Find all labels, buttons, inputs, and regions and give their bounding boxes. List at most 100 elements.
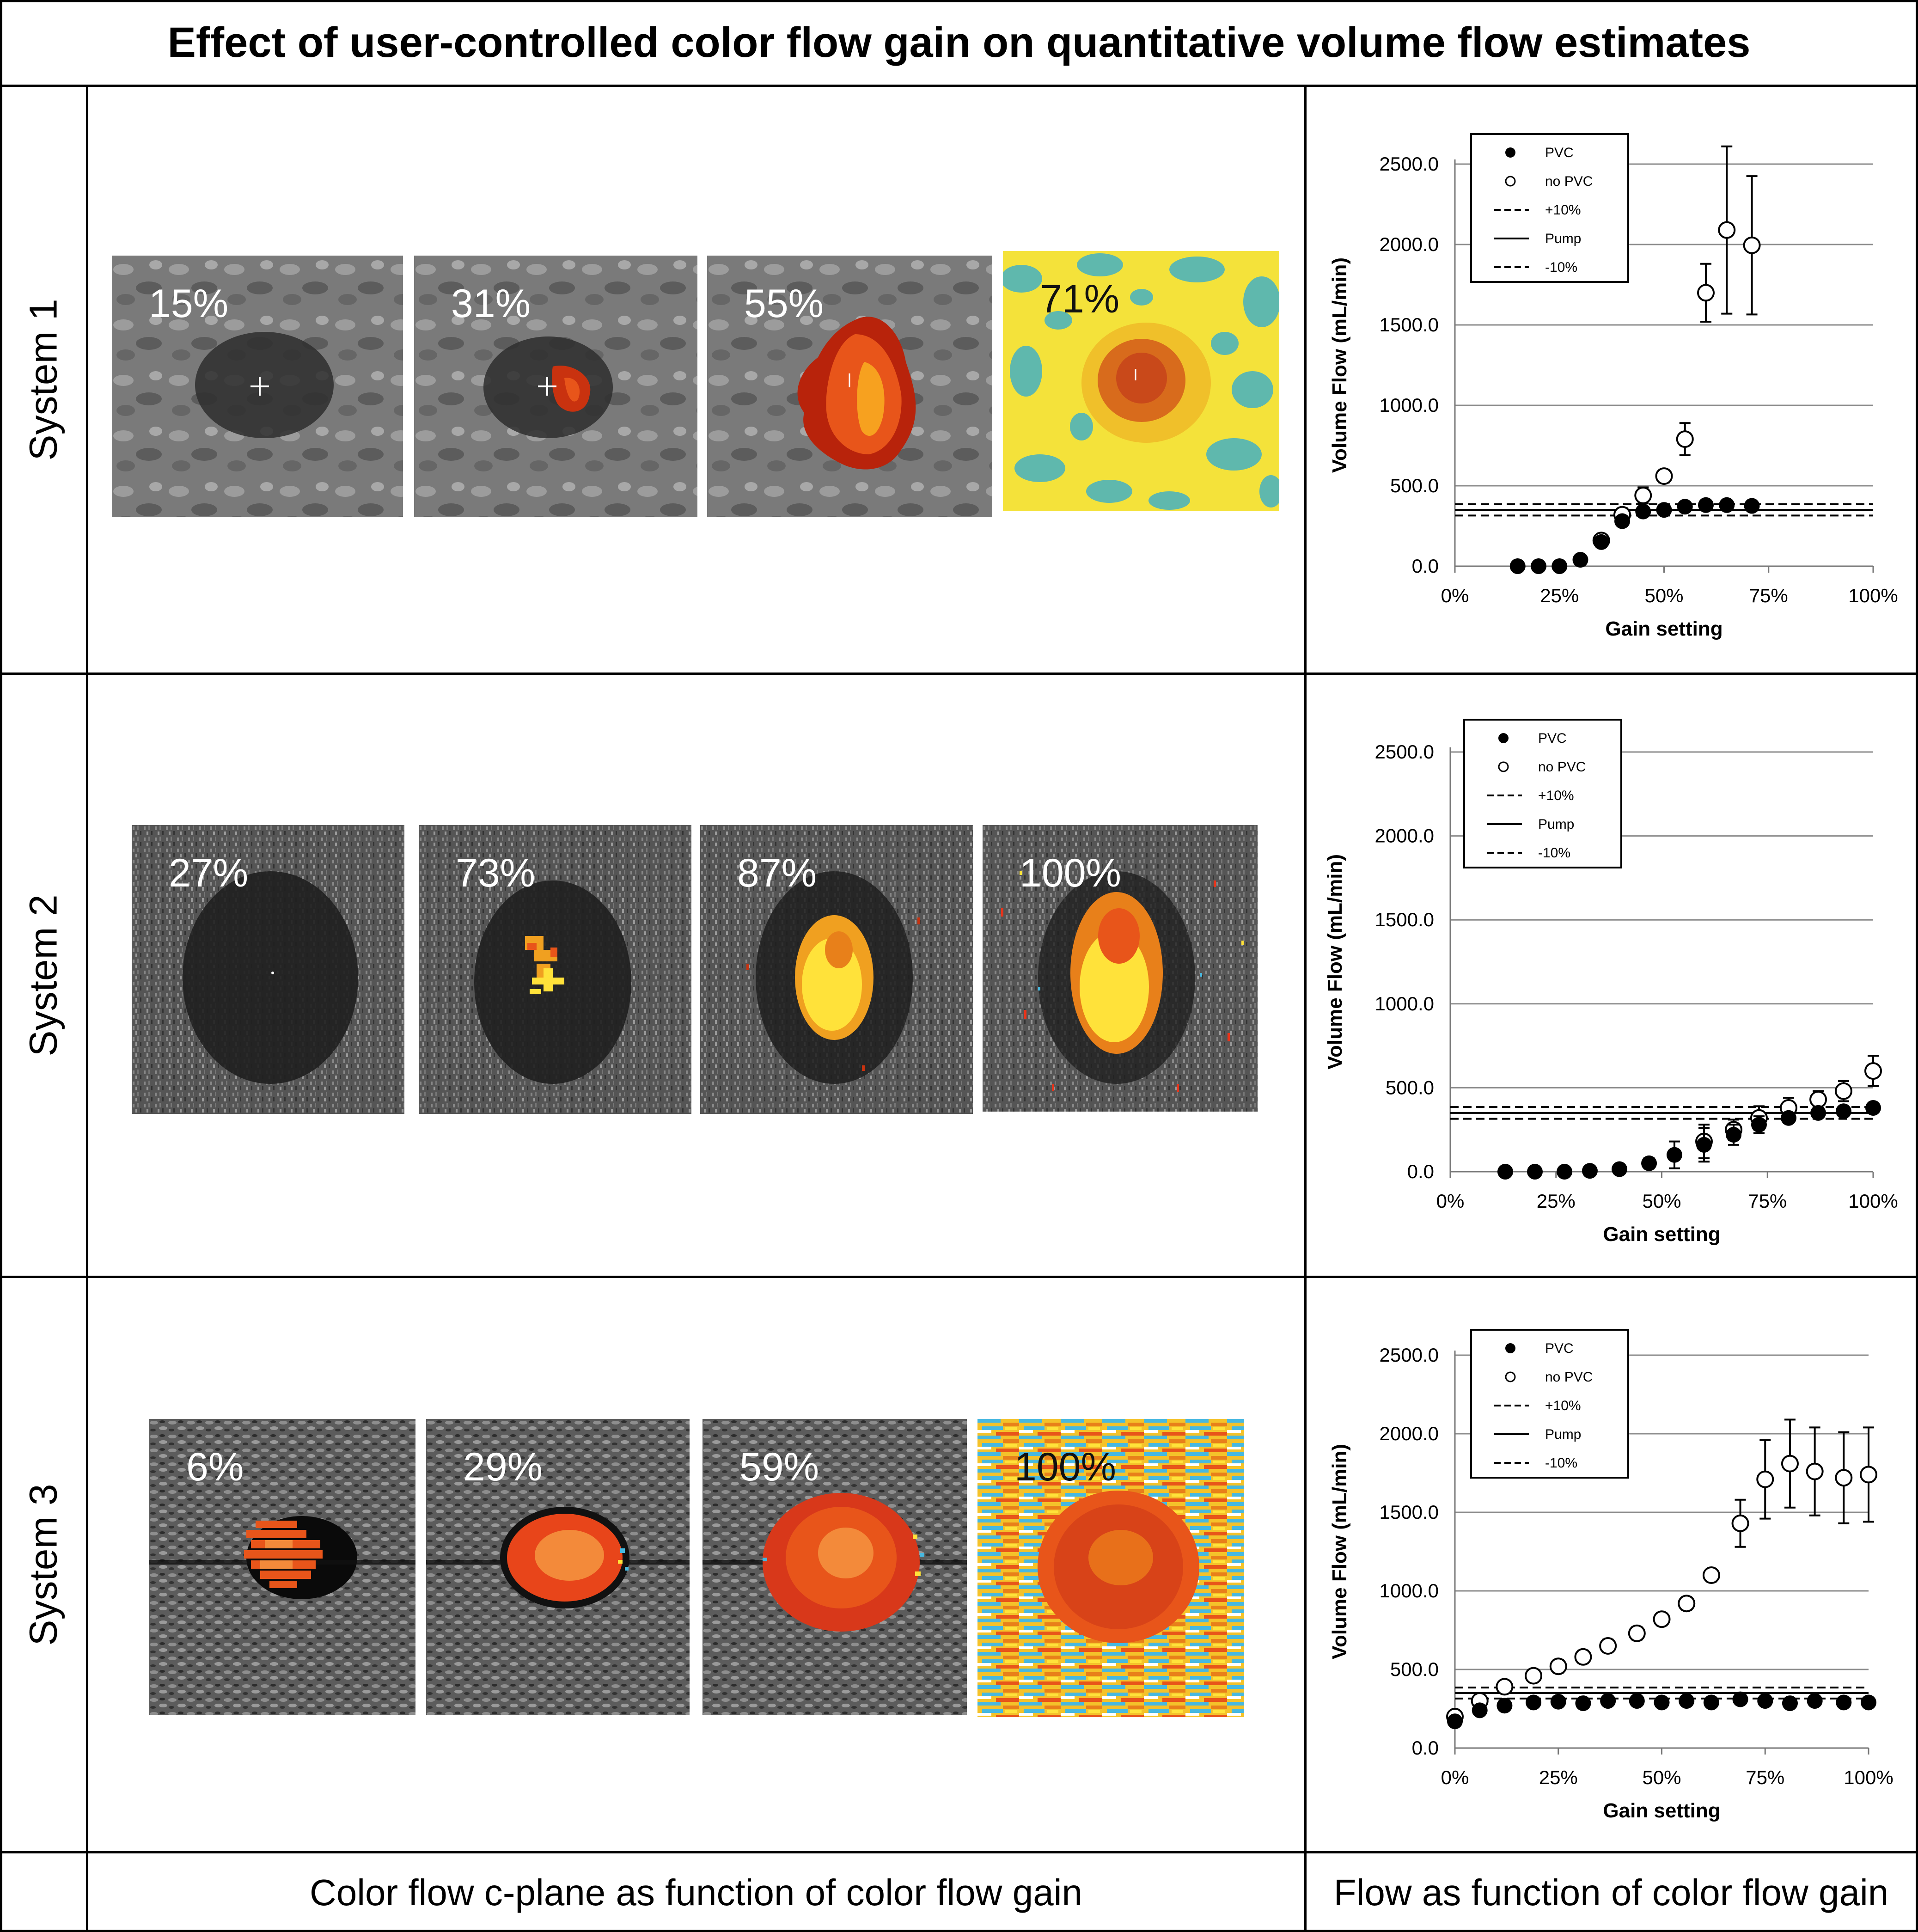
y-tick-label: 2500.0 (1380, 1344, 1439, 1366)
data-point-no-pvc (1574, 1648, 1592, 1666)
gain-label: 87% (737, 851, 817, 895)
data-point-no-pvc (1525, 1667, 1543, 1685)
y-tick-label: 2500.0 (1375, 741, 1434, 763)
data-point-no-pvc (1702, 1566, 1720, 1584)
y-tick-label: 0.0 (1412, 555, 1439, 577)
chart-system-3: 0.0 500.0 1000.0 1500.0 2000.0 2500.0 0% 25% 50%… (1307, 1279, 1915, 1850)
y-tick-label: 1000.0 (1380, 394, 1439, 416)
chart-system-2: 0.0 500.0 1000.0 1500.0 2000.0 2500.0 0% 25% 50%… (1307, 676, 1915, 1274)
legend-label: PVC (1545, 1341, 1574, 1356)
legend: PVC no PVC +10% Pump -10% (1470, 133, 1629, 283)
data-point-pvc (1557, 1164, 1573, 1180)
data-point-pvc (1497, 1698, 1513, 1714)
border-right (1916, 0, 1918, 1932)
x-tick-label: 0% (1441, 585, 1469, 606)
y-tick-label: 1500.0 (1375, 909, 1434, 930)
gain-label: 100% (1020, 851, 1121, 895)
x-tick-label: 75% (1746, 1767, 1784, 1788)
data-point-no-pvc (1496, 1678, 1514, 1696)
data-point-pvc (1526, 1694, 1542, 1711)
y-tick-label: 2000.0 (1380, 1423, 1439, 1444)
y-tick-label: 0.0 (1407, 1161, 1434, 1182)
system-3-panel-4: 100% (977, 1419, 1244, 1717)
data-point-no-pvc (1676, 430, 1694, 448)
data-point-pvc (1614, 513, 1630, 529)
legend: PVC no PVC +10% Pump -10% (1463, 719, 1622, 868)
gain-label: 29% (463, 1445, 543, 1489)
gain-label: 59% (739, 1445, 819, 1489)
data-point-pvc (1810, 1105, 1826, 1121)
y-tick-label: 1000.0 (1380, 1580, 1439, 1602)
data-point-no-pvc (1743, 236, 1761, 254)
data-point-pvc (1719, 497, 1735, 513)
system-1-panel-1: 15% (112, 256, 403, 517)
data-point-pvc (1582, 1163, 1598, 1179)
y-tick-label: 0.0 (1412, 1737, 1439, 1759)
series-pvc (1509, 497, 1760, 574)
x-tick-label: 100% (1848, 1190, 1898, 1212)
gain-label: 55% (744, 281, 824, 326)
data-point-pvc (1732, 1691, 1748, 1707)
y-tick-label: 1000.0 (1375, 993, 1434, 1015)
data-point-no-pvc (1718, 221, 1736, 239)
x-tick-label: 50% (1642, 1190, 1681, 1212)
series-pvc (1497, 1100, 1881, 1180)
gain-label: 71% (1040, 277, 1120, 321)
data-point-no-pvc (1834, 1082, 1852, 1100)
data-point-pvc (1572, 552, 1588, 568)
data-point-pvc (1531, 558, 1546, 574)
data-point-no-pvc (1549, 1657, 1567, 1675)
x-axis-label: Gain setting (1605, 618, 1723, 640)
system-1-panel-4: 71% (1003, 251, 1279, 511)
y-axis-label: Volume Flow (mL/min) (1324, 854, 1346, 1070)
data-point-no-pvc (1781, 1455, 1799, 1473)
x-tick-label: 25% (1540, 585, 1579, 606)
data-point-no-pvc (1628, 1624, 1646, 1642)
legend-marker-filled (1505, 1343, 1515, 1353)
x-tick-label: 0% (1441, 1767, 1469, 1788)
data-point-pvc (1782, 1695, 1798, 1712)
legend-marker-filled (1505, 147, 1515, 158)
system-1-panel-3: 55% (707, 256, 992, 517)
legend-label: no PVC (1538, 759, 1586, 775)
data-point-pvc (1629, 1693, 1645, 1709)
data-point-no-pvc (1864, 1062, 1882, 1080)
legend: PVC no PVC +10% Pump -10% (1470, 1329, 1629, 1479)
y-tick-label: 1500.0 (1380, 314, 1439, 336)
data-point-no-pvc (1655, 467, 1673, 485)
x-tick-label: 25% (1537, 1190, 1576, 1212)
legend-label: -10% (1545, 260, 1577, 275)
data-point-pvc (1696, 1137, 1712, 1153)
system-2-panel-4: 100% (983, 825, 1258, 1112)
x-tick-label: 75% (1749, 585, 1788, 606)
x-tick-label: 75% (1748, 1190, 1787, 1212)
divider-header (0, 85, 1918, 87)
y-axis-label: Volume Flow (mL/min) (1328, 257, 1351, 473)
data-point-pvc (1550, 1694, 1566, 1710)
legend-label: Pump (1545, 231, 1581, 246)
system-3-label: System 3 (21, 1483, 65, 1646)
system-2-panel-1: 27% (132, 825, 404, 1114)
data-point-pvc (1836, 1694, 1852, 1711)
legend-label: Pump (1538, 817, 1574, 832)
divider-row-3 (0, 1851, 1918, 1853)
data-point-pvc (1744, 498, 1760, 514)
chart-system-1-svg: 0.0 500.0 1000.0 1500.0 2000.0 2500.0 0% 25% 50%… (1328, 133, 1898, 640)
data-point-pvc (1698, 497, 1714, 513)
system-3-panel-3: 59% (702, 1419, 967, 1715)
divider-row-2 (0, 1276, 1918, 1278)
data-point-pvc (1509, 558, 1526, 574)
data-point-pvc (1600, 1693, 1616, 1709)
system-2-panel-2: 73% (419, 825, 691, 1114)
data-point-no-pvc (1678, 1595, 1696, 1613)
border-bottom (0, 1930, 1918, 1932)
x-tick-label: 50% (1644, 585, 1683, 606)
data-point-no-pvc (1860, 1466, 1877, 1484)
y-tick-label: 2000.0 (1380, 233, 1439, 255)
data-point-pvc (1666, 1147, 1682, 1163)
legend-marker-open (1505, 176, 1516, 187)
y-axis-label: Volume Flow (mL/min) (1328, 1444, 1351, 1659)
data-point-pvc (1612, 1161, 1627, 1177)
border-left (0, 0, 2, 1932)
